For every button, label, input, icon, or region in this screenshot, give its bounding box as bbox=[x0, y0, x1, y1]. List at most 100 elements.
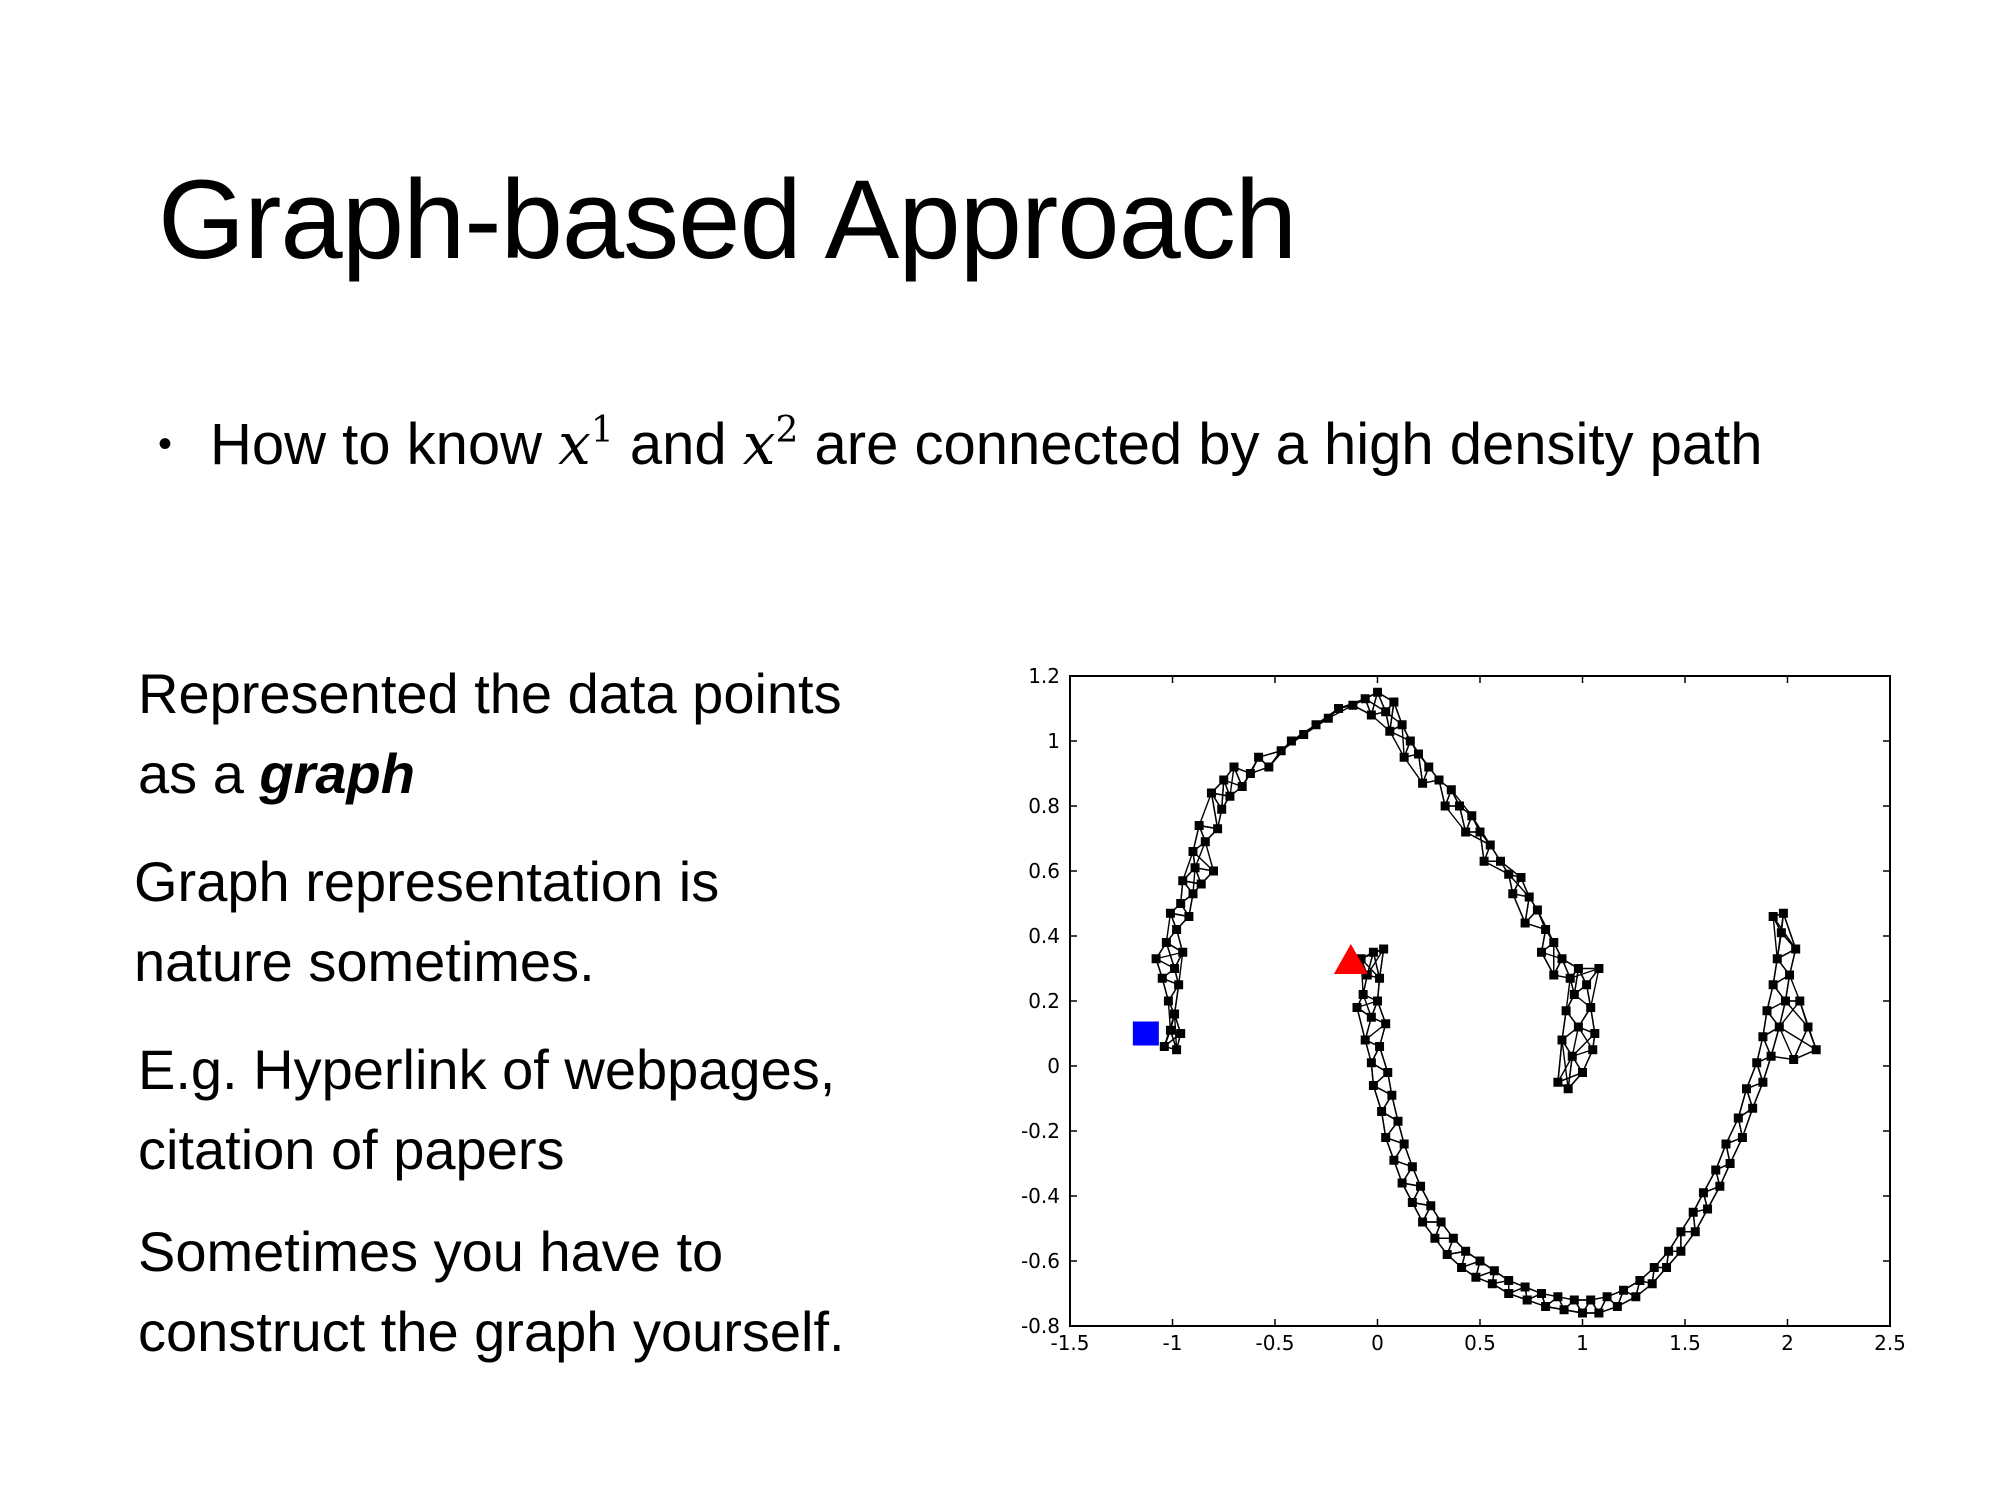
graph-node bbox=[1366, 710, 1376, 720]
graph-node bbox=[1360, 1035, 1370, 1045]
graph-node bbox=[1159, 1042, 1169, 1051]
graph-node bbox=[1561, 1006, 1571, 1016]
graph-node bbox=[1703, 1204, 1713, 1214]
x-tick-label: 1.5 bbox=[1669, 1331, 1701, 1355]
graph-node bbox=[1383, 1068, 1393, 1077]
graph-node bbox=[1368, 1081, 1378, 1090]
graph-node bbox=[1397, 1178, 1407, 1188]
graph-node bbox=[1698, 1188, 1708, 1198]
graph-node bbox=[1442, 1250, 1452, 1259]
graph-node bbox=[1352, 1003, 1362, 1012]
graph-node bbox=[1172, 925, 1182, 934]
graph-node bbox=[1563, 1084, 1573, 1094]
scatter-graph-plot: -1.5 -1 -0.5 0 0.5 1 1.5 2 2.5 1.2 1 0.8 0.6 0.4 0.2 0 -… bbox=[1021, 664, 1906, 1355]
graph-node bbox=[1184, 912, 1194, 921]
graph-node bbox=[1381, 1133, 1391, 1142]
y-tick-label: 1 bbox=[1047, 729, 1060, 753]
graph-node bbox=[1758, 1077, 1768, 1087]
graph-node bbox=[1358, 990, 1368, 999]
graph-node bbox=[1375, 1042, 1385, 1051]
bullet-text: How to know x1 and x2 are connected by a… bbox=[210, 408, 1770, 481]
graph-node bbox=[1778, 908, 1788, 918]
graph-node bbox=[1190, 863, 1200, 873]
graph-node bbox=[1619, 1285, 1628, 1295]
graph-node bbox=[1209, 866, 1218, 876]
graph-edge bbox=[1782, 913, 1797, 950]
graph-edge bbox=[1417, 753, 1424, 784]
axis-ticks: -1.5 -1 -0.5 0 0.5 1 1.5 2 2.5 1.2 1 0.8 0.6 0.4 0.2 0 -… bbox=[1021, 664, 1906, 1355]
graph-node bbox=[1475, 827, 1485, 837]
graph-node bbox=[1455, 801, 1464, 811]
superscript-2: 2 bbox=[775, 410, 799, 451]
graph-node bbox=[1399, 752, 1409, 762]
graph-node bbox=[1356, 954, 1366, 964]
graph-node bbox=[1762, 1006, 1772, 1016]
emphasis-graph: graph bbox=[259, 742, 415, 805]
graph-node bbox=[1676, 1227, 1686, 1237]
graph-node bbox=[1504, 869, 1514, 879]
graph-node bbox=[1389, 697, 1399, 707]
graph-node bbox=[1537, 947, 1546, 957]
graph-node bbox=[1586, 1003, 1596, 1012]
graph-node bbox=[1508, 889, 1518, 899]
graph-node bbox=[1553, 1292, 1563, 1302]
graph-node bbox=[1323, 713, 1333, 723]
graph-node bbox=[1590, 1029, 1600, 1038]
graph-node bbox=[1225, 791, 1235, 801]
graph-edge bbox=[1770, 1026, 1780, 1057]
graph-node bbox=[1416, 1181, 1426, 1191]
graph-node bbox=[1381, 1019, 1391, 1029]
graph-node bbox=[1516, 873, 1526, 882]
x-tick-label: -1.5 bbox=[1050, 1331, 1089, 1355]
graph-node bbox=[1768, 980, 1778, 990]
bullet-text-after: are connected by a high density path bbox=[798, 412, 1763, 477]
graph-node bbox=[1766, 1051, 1776, 1061]
graph-node bbox=[1522, 1295, 1532, 1305]
x-tick-label: 2 bbox=[1781, 1331, 1794, 1355]
graph-node bbox=[1789, 1055, 1799, 1064]
superscript-1: 1 bbox=[590, 410, 614, 451]
graph-node bbox=[1485, 840, 1495, 850]
graph-node bbox=[1772, 954, 1782, 964]
graph-node bbox=[1711, 1165, 1721, 1175]
math-var-x2: x bbox=[742, 410, 776, 478]
graph-node bbox=[1157, 973, 1167, 983]
graph-node bbox=[1748, 1103, 1758, 1113]
graph-node bbox=[1178, 876, 1188, 886]
x-tick-label: -0.5 bbox=[1255, 1331, 1294, 1355]
graph-edge bbox=[1204, 841, 1215, 872]
graph-edge bbox=[1772, 916, 1778, 959]
graph-edge bbox=[1356, 1007, 1366, 1041]
graph-node bbox=[1397, 720, 1407, 730]
graph-node bbox=[1664, 1246, 1674, 1256]
graph-node bbox=[1537, 1289, 1546, 1298]
paragraph-construct: Sometimes you have to construct the grap… bbox=[138, 1212, 958, 1372]
graph-node bbox=[1172, 1045, 1182, 1055]
graph-node bbox=[1366, 1012, 1376, 1022]
graph-edge bbox=[1167, 1000, 1172, 1031]
graph-node bbox=[1176, 899, 1186, 908]
graph-node bbox=[1549, 970, 1559, 980]
graph-edge bbox=[1571, 1026, 1580, 1057]
graph-node bbox=[1737, 1133, 1747, 1142]
y-tick-label: 0.4 bbox=[1028, 924, 1060, 948]
graph-edge bbox=[1590, 968, 1600, 1008]
graph-node bbox=[1578, 1308, 1587, 1318]
graph-node bbox=[1434, 775, 1444, 785]
graph-node bbox=[1457, 1263, 1467, 1272]
graph-node bbox=[1446, 785, 1456, 795]
graph-node bbox=[1559, 1305, 1569, 1315]
graph-edge bbox=[1741, 1108, 1754, 1138]
graph-node bbox=[1334, 704, 1344, 713]
graph-node bbox=[1430, 1233, 1440, 1243]
paragraph-line: nature sometimes. bbox=[134, 930, 595, 993]
graph-node bbox=[1557, 1035, 1567, 1045]
labeled-triangle-point bbox=[1333, 944, 1368, 974]
graph-node bbox=[1647, 1279, 1657, 1289]
graph-node bbox=[1174, 980, 1184, 990]
bullet-dot-icon: • bbox=[158, 422, 173, 466]
graph-node bbox=[1594, 964, 1604, 973]
graph-edge bbox=[1561, 1010, 1567, 1041]
y-tick-label: -0.6 bbox=[1021, 1249, 1060, 1273]
labeled-points bbox=[1132, 944, 1368, 1046]
